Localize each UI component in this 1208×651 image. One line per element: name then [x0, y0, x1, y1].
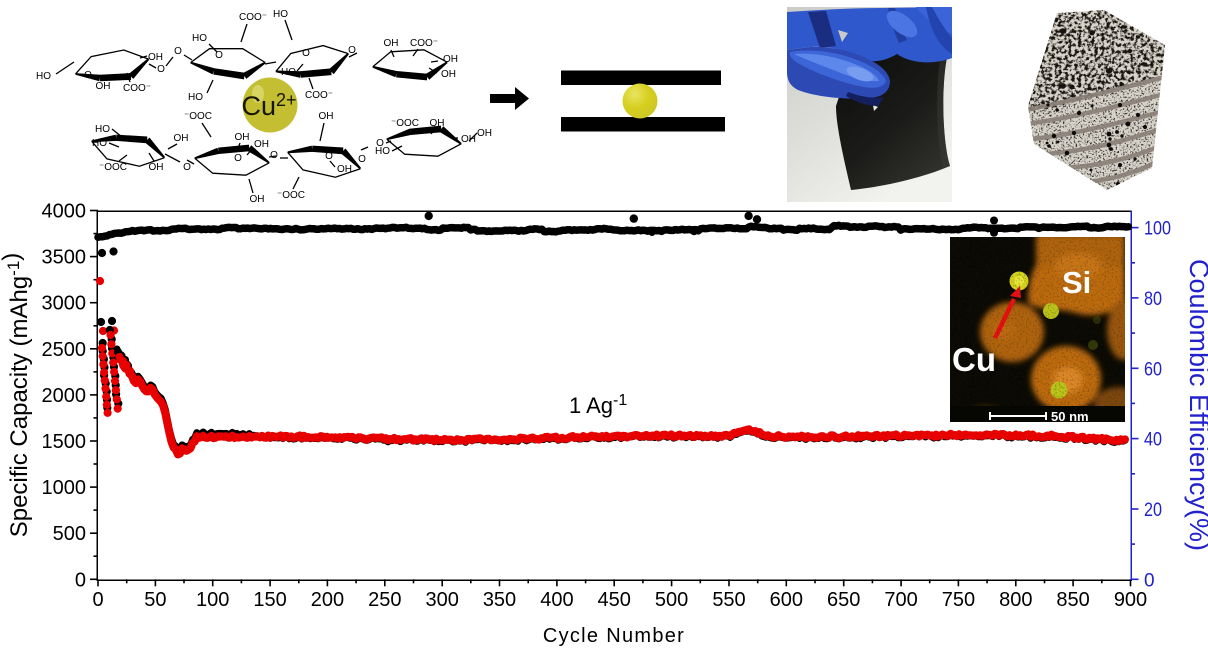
svg-text:⁻OOC: ⁻OOC	[391, 118, 419, 129]
svg-text:250: 250	[368, 589, 401, 611]
svg-text:HO: HO	[188, 92, 203, 103]
svg-text:O: O	[270, 150, 278, 161]
svg-text:HO: HO	[95, 124, 110, 135]
svg-text:80: 80	[1144, 289, 1162, 310]
svg-text:3000: 3000	[42, 293, 87, 315]
svg-text:Coulombic Efficiency(%): Coulombic Efficiency(%)	[1184, 259, 1208, 551]
svg-text:⁻OOC: ⁻OOC	[184, 111, 212, 122]
svg-text:O: O	[215, 50, 223, 61]
svg-text:O: O	[234, 153, 242, 164]
svg-text:O: O	[348, 45, 356, 56]
svg-text:HO: HO	[192, 33, 207, 44]
svg-text:COO⁻: COO⁻	[305, 90, 333, 101]
svg-text:O: O	[157, 64, 165, 75]
svg-text:60: 60	[1144, 359, 1162, 380]
svg-text:HO: HO	[375, 146, 390, 157]
svg-text:2500: 2500	[42, 339, 87, 361]
svg-text:HO: HO	[36, 71, 51, 82]
svg-text:O: O	[183, 162, 191, 173]
svg-text:4000: 4000	[42, 201, 87, 223]
svg-text:OH: OH	[96, 81, 111, 92]
svg-text:O: O	[325, 151, 333, 162]
svg-text:HO: HO	[281, 67, 296, 78]
svg-text:OH: OH	[174, 133, 189, 144]
svg-text:OH: OH	[148, 52, 163, 63]
svg-text:OH: OH	[235, 132, 250, 143]
svg-text:1000: 1000	[42, 477, 87, 499]
svg-text:0: 0	[1144, 570, 1155, 591]
svg-text:1 Ag-1: 1 Ag-1	[569, 392, 627, 418]
svg-text:HO: HO	[92, 138, 107, 149]
svg-text:2000: 2000	[42, 385, 87, 407]
svg-text:450: 450	[598, 589, 631, 611]
svg-text:COO⁻: COO⁻	[123, 83, 151, 94]
svg-text:O: O	[358, 154, 366, 165]
svg-text:200: 200	[311, 589, 344, 611]
svg-text:OH: OH	[430, 118, 445, 129]
svg-text:OH: OH	[250, 194, 265, 205]
svg-text:Cu: Cu	[952, 341, 996, 378]
svg-text:550: 550	[712, 589, 745, 611]
svg-text:OH: OH	[254, 139, 269, 150]
svg-text:750: 750	[942, 589, 975, 611]
svg-text:COO⁻: COO⁻	[410, 38, 438, 49]
svg-text:400: 400	[540, 589, 573, 611]
svg-text:900: 900	[1114, 589, 1147, 611]
svg-text:300: 300	[426, 589, 459, 611]
svg-text:500: 500	[655, 589, 688, 611]
svg-text:⁻OOC: ⁻OOC	[277, 190, 305, 201]
svg-text:O: O	[174, 46, 182, 57]
svg-text:650: 650	[827, 589, 860, 611]
svg-text:OH: OH	[443, 54, 458, 65]
svg-text:Specific Capacity (mAhg-1): Specific Capacity (mAhg-1)	[0, 253, 33, 538]
svg-text:O: O	[302, 48, 310, 59]
svg-text:100: 100	[196, 589, 229, 611]
svg-text:OH: OH	[319, 111, 334, 122]
svg-text:1500: 1500	[42, 431, 87, 453]
svg-text:700: 700	[884, 589, 917, 611]
svg-text:OH: OH	[384, 38, 399, 49]
svg-text:800: 800	[999, 589, 1032, 611]
svg-text:0: 0	[75, 569, 86, 591]
svg-text:0: 0	[92, 589, 103, 611]
svg-text:O: O	[84, 70, 92, 81]
svg-text:50: 50	[144, 589, 166, 611]
svg-text:20: 20	[1144, 500, 1162, 521]
svg-text:Cycle Number: Cycle Number	[543, 625, 685, 647]
svg-text:50 nm: 50 nm	[1051, 409, 1089, 424]
svg-text:350: 350	[483, 589, 516, 611]
svg-text:500: 500	[53, 523, 86, 545]
svg-text:HO: HO	[273, 9, 288, 20]
svg-text:O: O	[376, 138, 384, 149]
svg-text:600: 600	[770, 589, 803, 611]
svg-text:OH: OH	[337, 164, 352, 175]
svg-text:Si: Si	[1062, 265, 1091, 300]
svg-text:100: 100	[1144, 219, 1171, 240]
svg-text:OH: OH	[477, 128, 492, 139]
svg-text:OH: OH	[149, 162, 164, 173]
svg-text:OH: OH	[441, 69, 456, 80]
svg-text:850: 850	[1056, 589, 1089, 611]
svg-text:COO⁻: COO⁻	[239, 12, 267, 23]
svg-text:150: 150	[253, 589, 286, 611]
svg-text:40: 40	[1144, 430, 1162, 451]
svg-text:OH: OH	[461, 134, 476, 145]
svg-text:3500: 3500	[42, 247, 87, 269]
svg-text:⁻OOC: ⁻OOC	[99, 162, 127, 173]
